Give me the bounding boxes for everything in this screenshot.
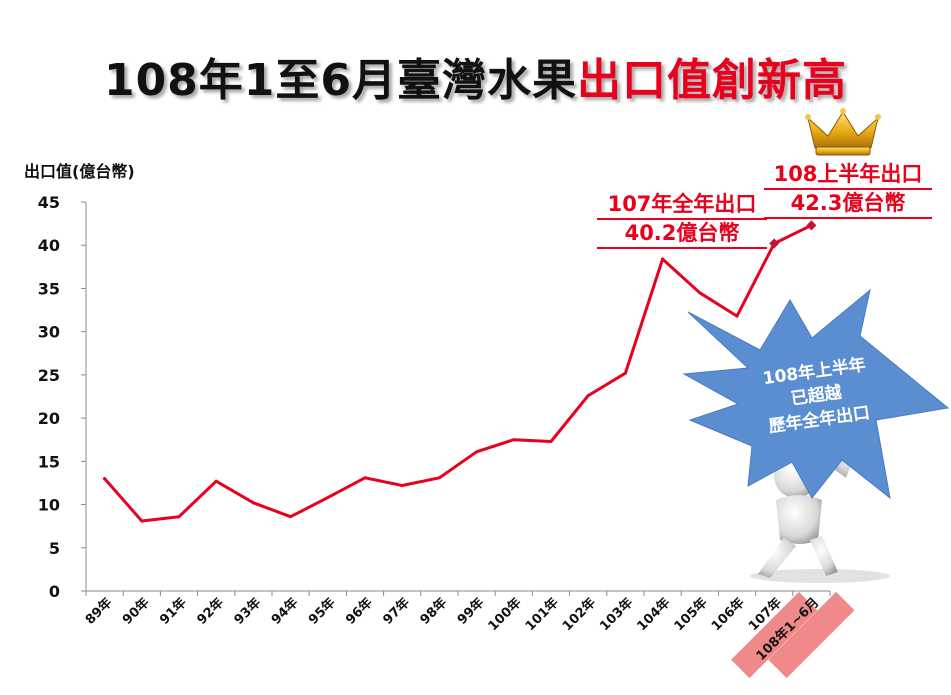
title-red-part: 出口值創新高 [577,55,848,106]
category-highlight [731,591,818,679]
annotation-107-line-1: 107年全年出口 [597,191,767,220]
category-highlight [768,591,855,679]
x-tick-label: 89年 [82,595,115,628]
x-tick-label: 94年 [268,595,301,628]
data-point [214,479,218,483]
x-tick-label: 98年 [417,595,450,628]
annotation-108: 108上半年出口 42.3億台幣 [764,161,932,219]
figure-holding-sign-icon [708,418,923,586]
annotation-108-line-1: 108上半年出口 [764,161,932,190]
data-point [586,394,590,398]
y-tick-label: 15 [38,452,60,471]
x-tick-label: 101年 [522,595,562,635]
data-point [400,484,404,488]
x-tick-label: 96年 [343,595,376,628]
crown-icon [805,108,881,156]
data-point [289,515,293,519]
x-tick-label: 103年 [597,595,637,635]
y-tick-label: 0 [49,582,60,601]
annotation-107-line-2: 40.2億台幣 [597,220,767,249]
data-point [437,476,441,480]
data-point [326,496,330,500]
data-point-marker [806,220,817,231]
x-tick-label: 92年 [194,595,227,628]
x-tick-label: 97年 [380,595,413,628]
x-tick-label: 99年 [454,595,487,628]
data-point [735,314,739,318]
annotation-108-line-2: 42.3億台幣 [764,190,932,219]
data-point [251,501,255,505]
data-point [512,438,516,442]
data-point [661,257,665,261]
x-tick-label: 95年 [305,595,338,628]
data-point [103,477,107,481]
data-point [549,439,553,443]
y-tick-label: 25 [38,366,60,385]
x-tick-label: 90年 [119,595,152,628]
data-point [698,291,702,295]
x-tick-label: 102年 [559,595,599,635]
x-tick-label: 106年 [708,595,748,635]
title-black-part: 108年1至6月臺灣水果 [103,55,578,106]
x-tick-label: 105年 [671,595,711,635]
data-point [177,515,181,519]
page-title: 108年1至6月臺灣水果出口值創新高 [0,44,951,108]
y-axis-label: 出口值(億台幣) [24,162,135,181]
y-tick-label: 40 [38,236,60,255]
annotation-107: 107年全年出口 40.2億台幣 [597,191,767,249]
y-tick-label: 10 [38,496,60,515]
x-tick-label: 100年 [485,595,525,635]
data-point [623,371,627,375]
x-tick-label: 93年 [231,595,264,628]
x-tick-label: 104年 [634,595,674,635]
y-tick-label: 45 [38,193,60,212]
data-point [363,476,367,480]
y-tick-label: 35 [38,279,60,298]
x-tick-label: 91年 [157,595,190,628]
data-point [475,450,479,454]
y-tick-label: 5 [49,539,60,558]
y-tick-label: 20 [38,409,60,428]
starburst-callout [682,288,950,500]
data-point-marker [769,238,780,249]
data-point [140,519,144,523]
series-line [103,223,813,523]
y-tick-label: 30 [38,323,60,342]
